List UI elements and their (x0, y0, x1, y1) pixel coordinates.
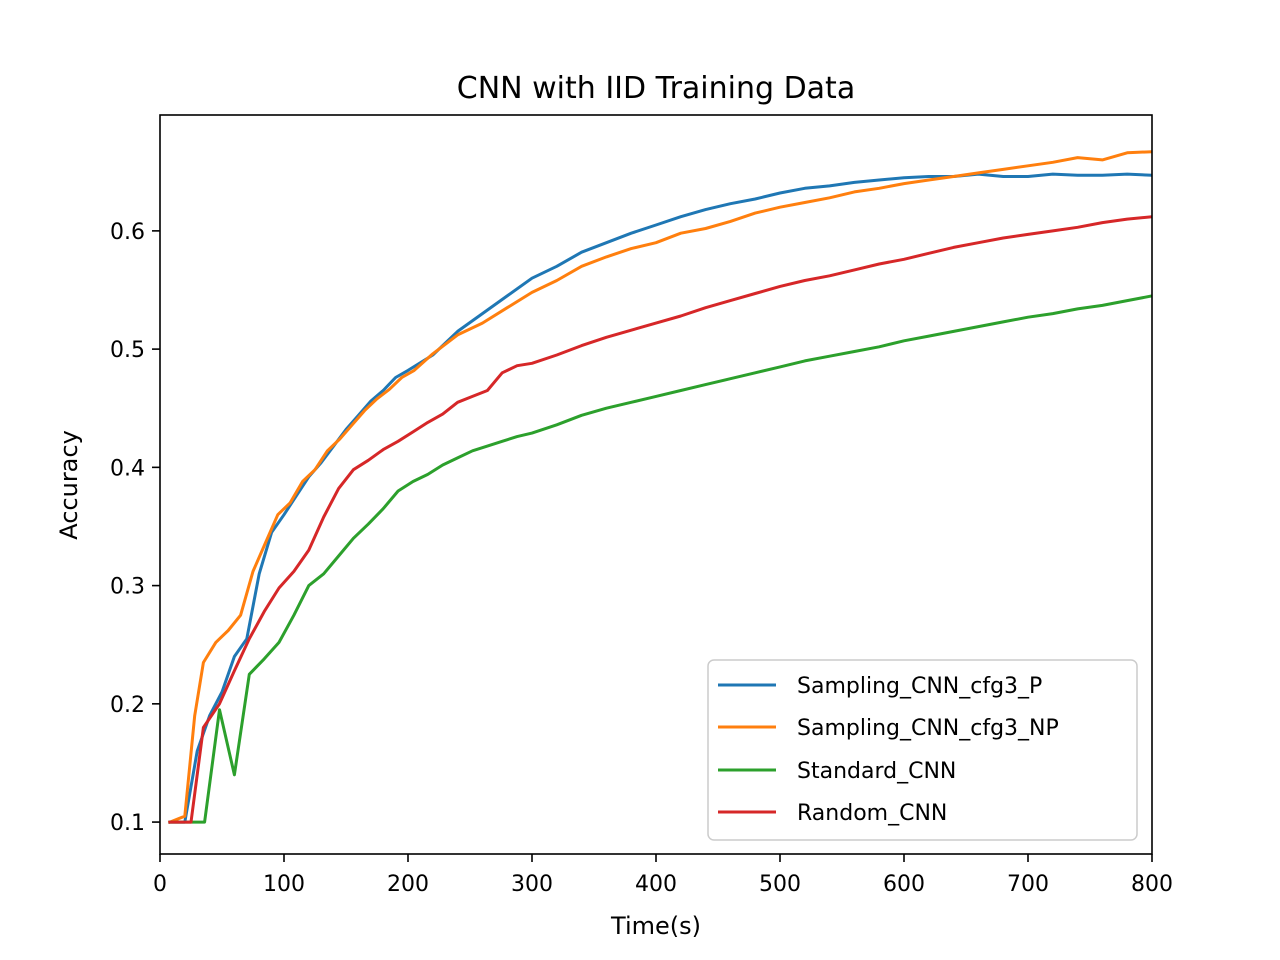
legend-label: Standard_CNN (797, 759, 956, 784)
y-tick-label: 0.4 (110, 456, 145, 481)
y-tick-label: 0.1 (110, 811, 145, 836)
x-tick-label: 300 (511, 872, 553, 897)
series-line-standard-cnn (168, 294, 1152, 824)
y-tick-label: 0.3 (110, 575, 145, 600)
series-line-random-cnn (168, 215, 1152, 824)
y-axis: 0.1 0.2 0.3 0.4 0.5 0.6 (110, 220, 160, 836)
x-tick-label: 600 (883, 872, 925, 897)
series-line-sampling-cnn-cfg3-np (167, 150, 1152, 825)
x-tick-label: 200 (387, 872, 429, 897)
x-tick-label: 0 (153, 872, 167, 897)
y-tick-label: 0.5 (110, 338, 145, 363)
y-tick-label: 0.2 (110, 693, 145, 718)
chart-title: CNN with IID Training Data (457, 71, 855, 106)
x-tick-label: 400 (635, 872, 677, 897)
x-tick-label: 700 (1007, 872, 1049, 897)
x-tick-label: 100 (263, 872, 305, 897)
legend-label: Random_CNN (797, 801, 947, 826)
legend-label: Sampling_CNN_cfg3_NP (797, 716, 1059, 741)
legend-box (707, 659, 1138, 841)
x-tick-label: 800 (1131, 872, 1173, 897)
y-tick-label: 0.6 (110, 220, 145, 245)
legend: Sampling_CNN_cfg3_P Sampling_CNN_cfg3_NP S… (707, 659, 1138, 841)
legend-label: Sampling_CNN_cfg3_P (797, 674, 1042, 699)
x-axis-label: Time(s) (610, 912, 701, 940)
x-tick-label: 500 (759, 872, 801, 897)
series-layer (167, 150, 1152, 825)
y-axis-label: Accuracy (55, 430, 83, 540)
x-axis: 0 100 200 300 400 500 600 700 800 (153, 854, 1173, 897)
